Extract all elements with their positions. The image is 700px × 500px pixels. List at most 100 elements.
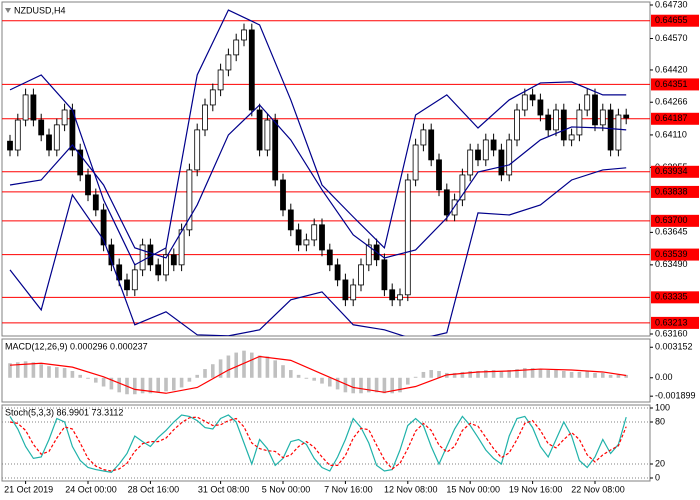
- macd-bar: [23, 361, 28, 378]
- macd-bar: [242, 350, 246, 378]
- candle-body: [53, 124, 60, 151]
- candle-body: [7, 140, 13, 151]
- x-tick-label: 31 Oct 08:00: [198, 484, 250, 494]
- y-tick-label: 0.63160: [655, 328, 688, 338]
- macd-bar: [39, 364, 43, 378]
- level-label: 0.64655: [655, 15, 688, 25]
- candle-body: [334, 264, 341, 281]
- x-tick-label: 15 Nov 00:00: [446, 484, 500, 494]
- macd-bar: [70, 371, 75, 378]
- macd-bar: [593, 372, 597, 378]
- level-label: 0.63700: [655, 215, 688, 225]
- candle-body: [521, 94, 528, 111]
- candle-body: [194, 129, 201, 171]
- level-label-box: [651, 214, 699, 227]
- candle-body: [326, 249, 333, 266]
- candle-body: [607, 109, 614, 151]
- candle-body: [498, 149, 505, 176]
- macd-bar: [78, 374, 82, 378]
- x-tick-label: 7 Nov 16:00: [324, 484, 373, 494]
- bollinger-band: [9, 167, 627, 336]
- macd-bar: [406, 377, 410, 385]
- macd-bar: [281, 365, 285, 378]
- macd-bar: [172, 377, 176, 391]
- candle-body: [225, 54, 232, 71]
- candle-body: [443, 189, 450, 216]
- macd-bar: [491, 370, 496, 378]
- candle-body: [350, 284, 357, 301]
- y-tick-label: 0.63645: [655, 227, 688, 237]
- candle-body: [365, 244, 372, 266]
- x-tick-label: 24 Oct 00:00: [65, 484, 117, 494]
- bollinger-band: [9, 104, 627, 259]
- macd-bar: [538, 369, 543, 378]
- candle-body: [319, 224, 325, 251]
- candle-body: [404, 179, 411, 296]
- macd-bar: [585, 371, 589, 378]
- macd-bar: [86, 377, 90, 379]
- candle-body: [560, 109, 567, 141]
- candle-body: [46, 134, 52, 151]
- y-tick-label: 0.64110: [655, 129, 687, 139]
- candle-body: [155, 264, 162, 276]
- candle-body: [178, 229, 185, 266]
- macd-bar: [499, 371, 504, 378]
- candle-body: [342, 279, 349, 301]
- candle-body: [529, 94, 536, 101]
- candle-body: [537, 99, 544, 116]
- y-tick-label: 0.64730: [655, 0, 688, 9]
- macd-label: MACD(12,26,9) 0.000296 0.000237: [5, 341, 148, 351]
- candle-body: [124, 279, 130, 291]
- macd-bar: [390, 377, 394, 394]
- macd-bar: [530, 368, 535, 378]
- candle-body: [22, 94, 29, 121]
- macd-bar: [296, 374, 301, 378]
- candle-body: [61, 109, 68, 126]
- candle-body: [131, 269, 138, 291]
- level-label: 0.63335: [655, 292, 688, 302]
- candle-body: [248, 29, 255, 111]
- candle-body: [420, 129, 427, 146]
- macd-plot: [8, 350, 628, 395]
- macd-bar: [452, 372, 457, 378]
- candle-body: [311, 224, 318, 241]
- macd-bar: [523, 368, 527, 378]
- candle-body: [217, 69, 224, 91]
- main-panel: [1, 1, 651, 337]
- macd-bar: [62, 368, 67, 378]
- macd-bar: [211, 364, 215, 378]
- candle-body: [202, 104, 208, 131]
- level-label-box: [651, 316, 699, 329]
- macd-bar: [398, 377, 402, 393]
- stoch-label: Stoch(5,3,3) 86.9901 73.3112: [5, 407, 123, 417]
- candle-body: [303, 239, 310, 246]
- level-label-box: [651, 78, 699, 91]
- y-tick-label: 0.64570: [655, 33, 688, 43]
- candle-body: [264, 119, 271, 151]
- macd-bar: [554, 370, 558, 378]
- x-tick-label: 19 Nov 16:00: [509, 484, 563, 494]
- candle-body: [280, 179, 286, 211]
- candle-body: [599, 109, 606, 126]
- macd-bar: [374, 377, 379, 393]
- macd-bar: [289, 370, 293, 378]
- level-label: 0.63838: [655, 186, 688, 196]
- candle-body: [389, 289, 396, 301]
- macd-bar: [335, 377, 340, 390]
- macd-bar: [164, 377, 168, 392]
- macd-bar: [257, 355, 262, 378]
- bollinger-band: [9, 9, 627, 266]
- macd-bar: [140, 377, 145, 394]
- level-label: 0.63213: [655, 317, 688, 327]
- macd-bar: [187, 377, 192, 382]
- candle-body: [30, 94, 37, 121]
- macd-bar: [8, 363, 12, 378]
- candle-body: [116, 264, 123, 281]
- macd-bar: [460, 371, 465, 378]
- x-tick-label: 28 Oct 16:00: [128, 484, 180, 494]
- macd-bar: [546, 370, 550, 378]
- candle-body: [170, 254, 177, 266]
- level-label-box: [651, 248, 699, 261]
- candle-body: [139, 244, 146, 271]
- stoch-line: [9, 414, 627, 474]
